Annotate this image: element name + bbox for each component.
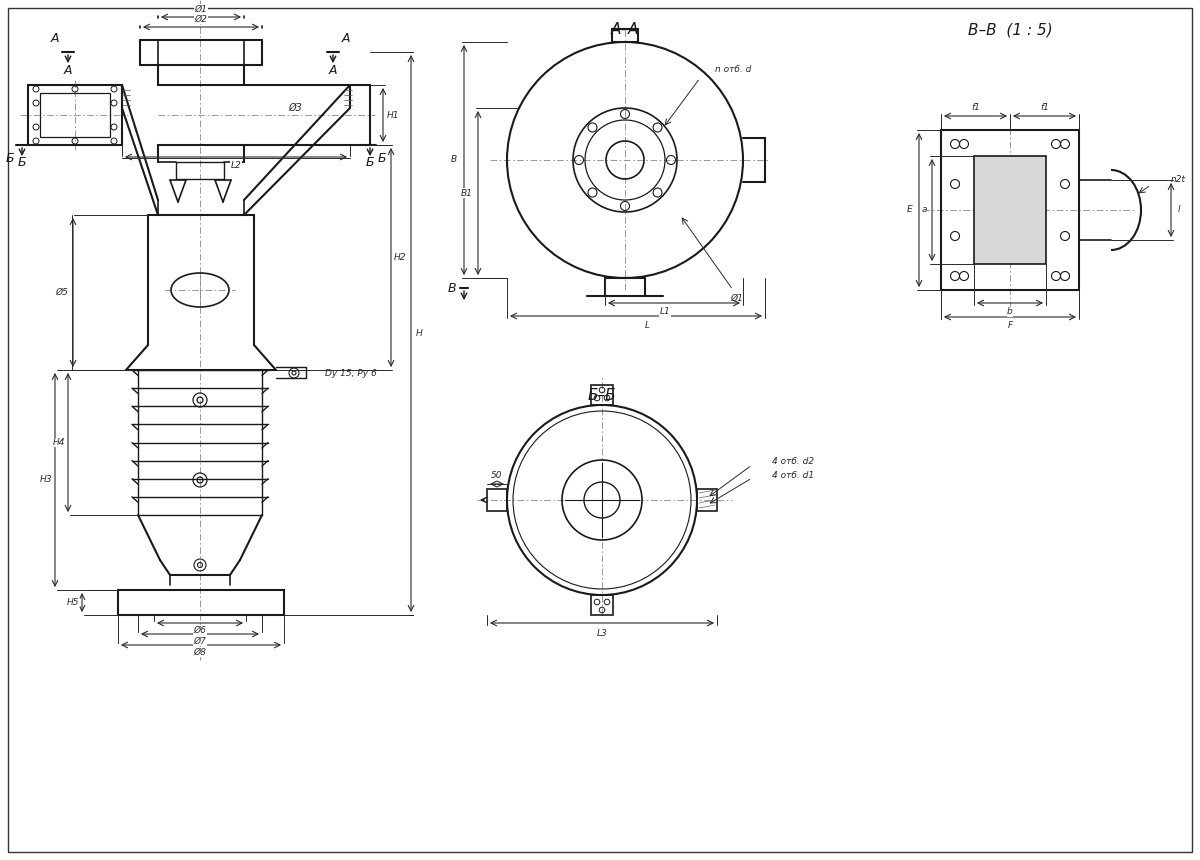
Text: Ø3: Ø3 xyxy=(288,103,302,113)
Text: В: В xyxy=(448,281,456,294)
Text: Dy 15, Ру 6: Dy 15, Ру 6 xyxy=(325,368,377,378)
Text: L2: L2 xyxy=(230,161,241,169)
Text: a: a xyxy=(922,206,926,214)
Text: Н3: Н3 xyxy=(40,476,53,484)
Bar xyxy=(697,489,718,511)
Bar xyxy=(941,130,1079,290)
Text: B1: B1 xyxy=(461,188,473,198)
Text: 4 отб. d2: 4 отб. d2 xyxy=(772,458,814,466)
Text: L: L xyxy=(644,321,649,329)
Text: В–В  (1 : 5): В–В (1 : 5) xyxy=(967,22,1052,38)
Text: Б: Б xyxy=(18,157,26,169)
Text: Ø1: Ø1 xyxy=(194,4,208,14)
Text: А: А xyxy=(64,64,72,77)
Text: l: l xyxy=(1177,206,1181,214)
Text: Б–Б: Б–Б xyxy=(588,388,617,402)
Text: Б: Б xyxy=(366,157,374,169)
Text: L1: L1 xyxy=(660,308,671,316)
Text: L3: L3 xyxy=(596,629,607,637)
Text: H4: H4 xyxy=(53,438,65,447)
Text: Ø5: Ø5 xyxy=(55,287,68,297)
Bar xyxy=(974,156,1046,264)
Text: 50: 50 xyxy=(491,471,503,481)
Text: А: А xyxy=(329,64,337,77)
Text: H1: H1 xyxy=(386,110,400,120)
Text: А: А xyxy=(342,32,350,45)
Text: f1: f1 xyxy=(971,102,980,112)
Bar xyxy=(592,595,613,615)
Bar xyxy=(118,590,284,615)
Bar xyxy=(40,93,110,137)
Text: H2: H2 xyxy=(394,253,407,262)
Text: B: B xyxy=(451,156,457,164)
Text: Ø8: Ø8 xyxy=(193,648,206,656)
Text: Б: Б xyxy=(378,152,386,165)
Text: А: А xyxy=(50,32,59,45)
Text: Ø2: Ø2 xyxy=(194,15,208,23)
Text: H5: H5 xyxy=(67,598,79,607)
Text: 4 отб. d1: 4 отб. d1 xyxy=(772,470,814,480)
Bar xyxy=(487,489,508,511)
Bar xyxy=(176,162,224,179)
Text: Ø6: Ø6 xyxy=(193,625,206,635)
Text: n2t: n2t xyxy=(1171,175,1186,185)
Text: Ø7: Ø7 xyxy=(193,636,206,646)
Text: b: b xyxy=(1007,308,1013,316)
Text: Б: Б xyxy=(6,152,14,165)
Text: n отб. d: n отб. d xyxy=(715,65,751,75)
Text: f1: f1 xyxy=(1040,102,1049,112)
Text: H: H xyxy=(415,329,422,338)
Text: Ø1: Ø1 xyxy=(731,293,744,303)
Text: А–А: А–А xyxy=(611,22,640,38)
Text: E: E xyxy=(907,206,913,214)
Text: F: F xyxy=(1008,322,1013,330)
Bar xyxy=(592,385,613,405)
